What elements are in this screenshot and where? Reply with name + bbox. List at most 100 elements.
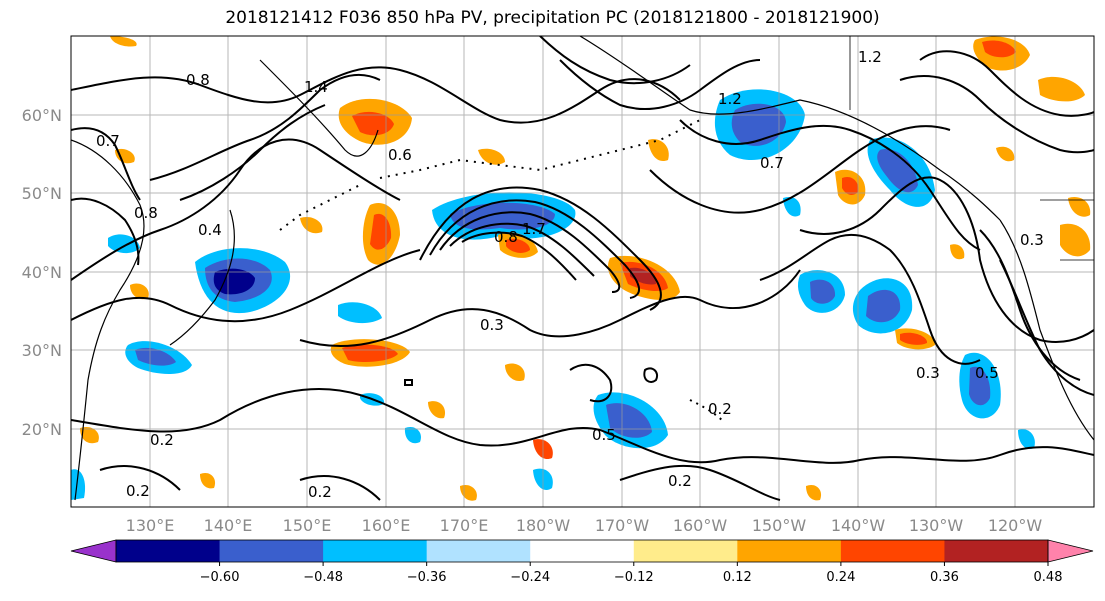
lon-label: 120°W xyxy=(988,516,1043,535)
contour-label: 0.2 xyxy=(126,482,150,500)
pos-anomaly-small-8 xyxy=(648,139,669,162)
colorbar-tick-label: 0.12 xyxy=(723,570,752,585)
neg-anomaly-sw-core xyxy=(135,347,176,366)
colorbar-tick-label: −0.48 xyxy=(303,570,343,585)
coast-kuril-chain xyxy=(279,184,361,231)
lon-label: 130°W xyxy=(909,516,964,535)
pos-anomaly-small-2 xyxy=(300,216,323,234)
contour-label: 0.7 xyxy=(760,154,784,172)
pos-anomaly-small-14 xyxy=(200,472,216,489)
pv-contour-18 xyxy=(899,75,1094,154)
contour-label: 0.7 xyxy=(96,132,120,150)
pv-contour-12 xyxy=(179,104,326,201)
neg-anomaly-small-4 xyxy=(404,426,421,444)
contour-label: 0.2 xyxy=(668,472,692,490)
pv-contour-3 xyxy=(299,269,801,348)
contour-label: 0.2 xyxy=(150,431,174,449)
colorbar-segments xyxy=(70,539,1094,563)
colorbar-tick-label: 0.36 xyxy=(930,570,959,585)
colorbar-tick-label: −0.12 xyxy=(614,570,654,585)
contour-label: 1.2 xyxy=(718,90,742,108)
pv-contour-11 xyxy=(149,73,381,181)
pv-contour-1 xyxy=(71,388,1094,464)
colorbar-extend-min xyxy=(70,539,117,563)
contour-labels: 0.2 0.2 0.2 0.2 0.2 0.3 0.3 0.3 0.4 0.5 … xyxy=(96,48,1044,501)
pv-contour-22 xyxy=(99,465,181,491)
neg-anomaly-small-7 xyxy=(1018,429,1035,450)
neg-anomaly-small-1 xyxy=(338,302,382,324)
lon-label: 180°W xyxy=(516,516,571,535)
colorbar-segment xyxy=(530,540,635,562)
coast-alaska xyxy=(579,36,1001,221)
pos-anomaly-small-11 xyxy=(996,146,1015,162)
lat-label: 50°N xyxy=(22,184,62,203)
pos-anomaly-coast-2 xyxy=(1068,196,1091,217)
lat-label: 40°N xyxy=(22,263,62,282)
pv-contour-2 xyxy=(71,249,421,323)
longitude-labels: 130°E 140°E 150°E 160°E 170°E 180°W 170°… xyxy=(126,516,1043,535)
pos-anomaly-south-center-core xyxy=(342,344,398,362)
pos-anomaly-east-core xyxy=(842,176,859,195)
pv-contour-9 xyxy=(71,138,401,281)
contour-label: 0.8 xyxy=(186,71,210,89)
contour-label: 0.8 xyxy=(134,204,158,222)
lon-label: 170°W xyxy=(595,516,650,535)
pos-anomaly-small-5 xyxy=(505,363,525,382)
colorbar-segment xyxy=(944,540,1049,562)
neg-anomaly-small-6 xyxy=(783,196,801,217)
neg-anomaly-east-3-core xyxy=(969,366,991,406)
pos-anomaly-ne-2 xyxy=(1038,76,1085,102)
pos-anomaly-small-15 xyxy=(806,484,822,501)
pv-contour-6 xyxy=(439,211,621,293)
neg-anomaly-east-2-core xyxy=(866,289,901,323)
lon-label: 160°W xyxy=(673,516,728,535)
neg-anomaly-small-8 xyxy=(71,469,86,500)
lon-label: 160°E xyxy=(362,516,411,535)
pv-contour-28 xyxy=(569,363,613,403)
pv-contour-30 xyxy=(404,379,413,386)
map-title: 2018121412 F036 850 hPa PV, precipitatio… xyxy=(225,8,880,28)
neg-anomaly-japan-center xyxy=(213,268,255,295)
pv-contour-23 xyxy=(619,464,781,501)
lon-label: 140°E xyxy=(204,516,253,535)
contour-label: 0.8 xyxy=(494,228,518,246)
lat-label: 60°N xyxy=(22,106,62,125)
pv-contour-24 xyxy=(979,229,1081,381)
colorbar-segment xyxy=(426,540,531,562)
pv-contour-27 xyxy=(71,197,140,266)
pv-contour-14 xyxy=(679,119,981,251)
colorbar-tick-label: −0.24 xyxy=(510,570,550,585)
colorbar-segment xyxy=(116,540,221,562)
neg-anomaly-small-2 xyxy=(108,234,140,254)
contour-label: 0.3 xyxy=(1020,231,1044,249)
pos-anomaly-okhotsk-core xyxy=(352,111,394,136)
pos-anomaly-mid-core xyxy=(506,238,530,253)
pv-contour-4 xyxy=(419,186,662,311)
colorbar: −0.60 −0.48 −0.36 −0.24 −0.12 0.12 0.24 0.36 0.4… xyxy=(70,539,1094,585)
lon-label: 150°W xyxy=(752,516,807,535)
latitude-labels: 60°N 50°N 40°N 30°N 20°N xyxy=(22,106,62,439)
pv-contour-5 xyxy=(429,199,640,299)
neg-anomaly-east-1-core xyxy=(810,279,836,304)
contour-label: 1.4 xyxy=(304,78,328,96)
contour-label: 0.3 xyxy=(480,316,504,334)
coast-kamchatka xyxy=(259,59,379,157)
colorbar-border xyxy=(115,539,1049,563)
contour-label: 0.3 xyxy=(916,364,940,382)
pv-contour-20 xyxy=(539,36,691,85)
pv-contour-19 xyxy=(559,59,761,111)
contour-label: 0.2 xyxy=(308,483,332,501)
colorbar-segment xyxy=(219,540,324,562)
pv-contours xyxy=(71,36,1094,501)
map-frame xyxy=(70,35,1095,508)
lon-label: 150°E xyxy=(283,516,332,535)
lon-label: 140°W xyxy=(831,516,886,535)
lat-label: 30°N xyxy=(22,341,62,360)
colorbar-tick-label: 0.48 xyxy=(1034,570,1063,585)
pv-contour-8 xyxy=(461,231,577,281)
contour-label: 0.2 xyxy=(708,400,732,418)
pos-anomaly-small-12 xyxy=(950,244,965,260)
pv-contour-7 xyxy=(449,222,595,277)
pv-contour-21 xyxy=(299,475,381,501)
